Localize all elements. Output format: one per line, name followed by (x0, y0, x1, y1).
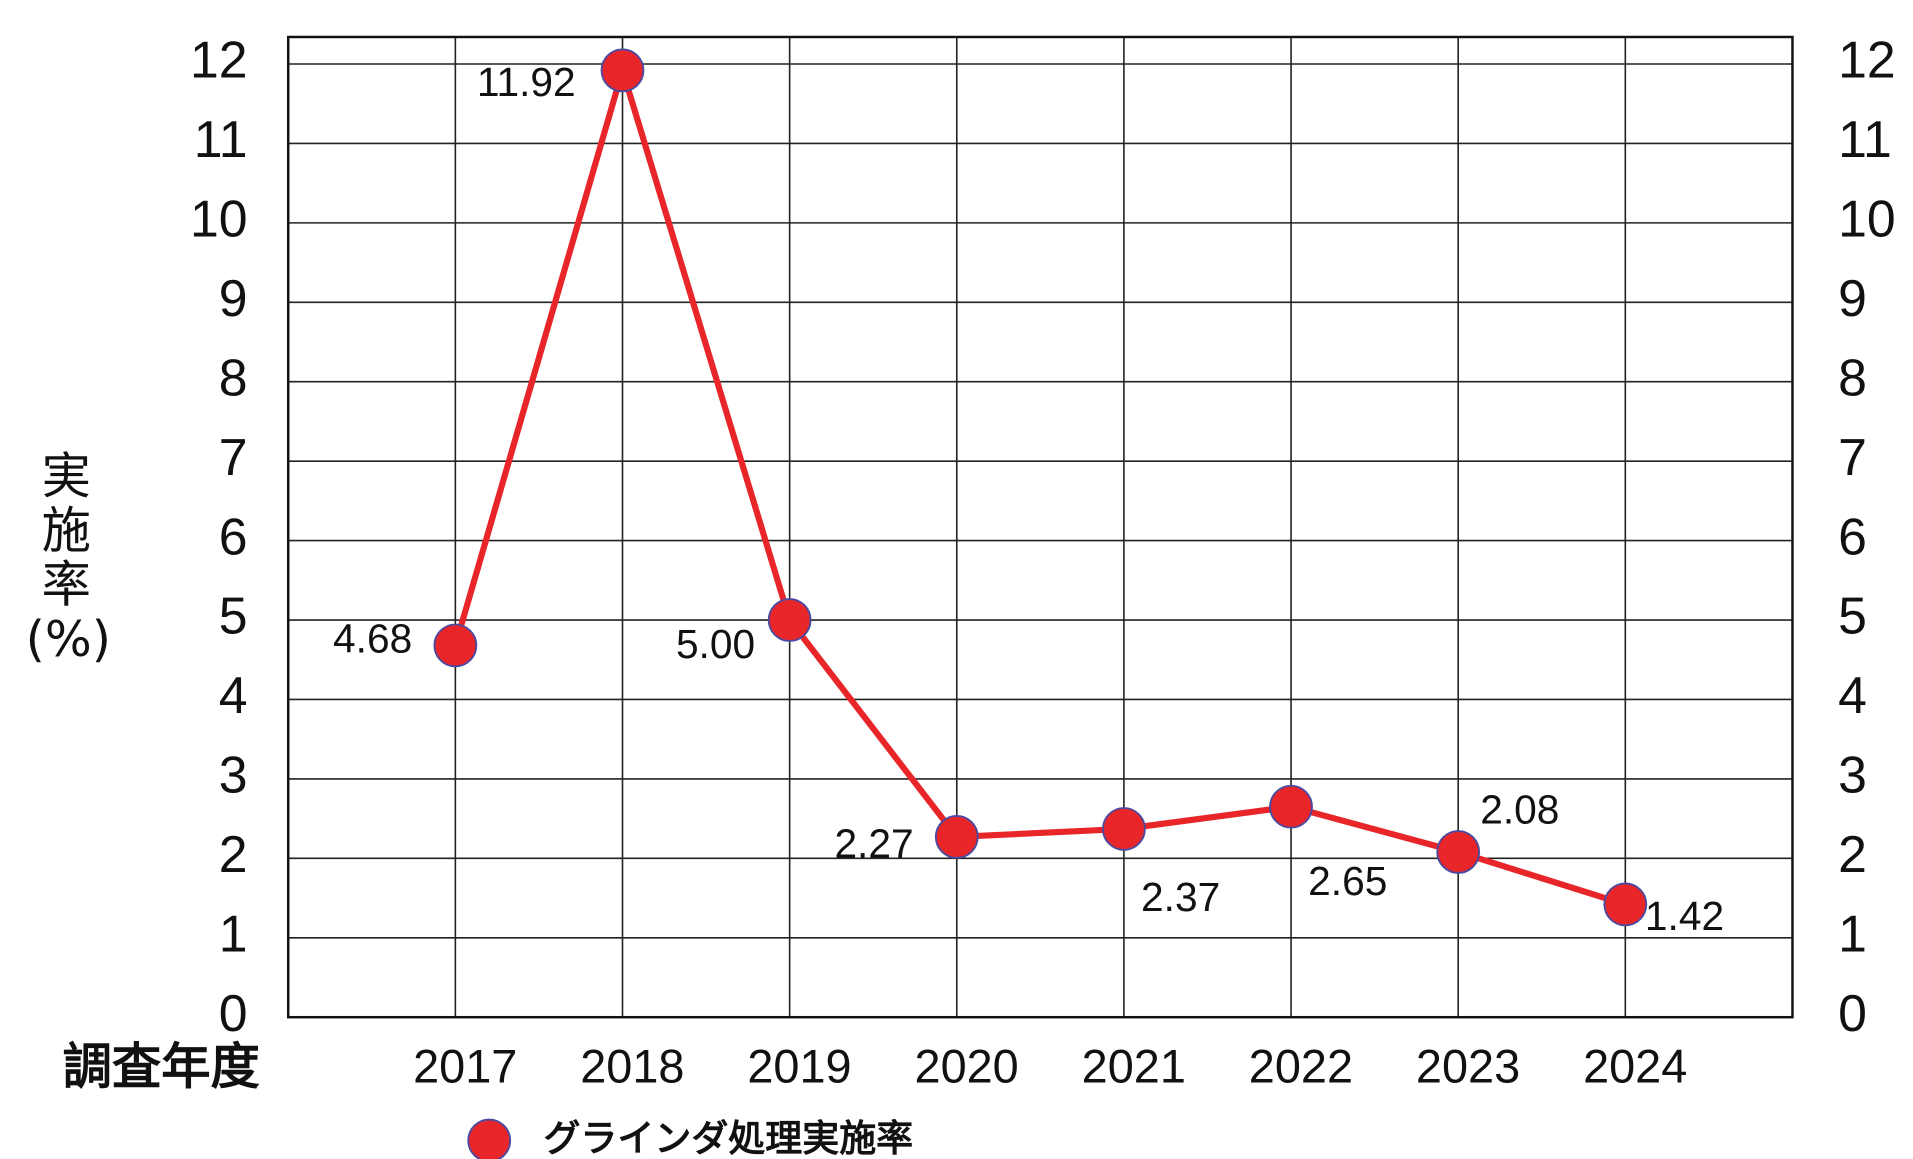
data-label: 5.00 (676, 621, 755, 667)
plot-frame (286, 35, 1794, 1019)
data-point (934, 815, 979, 859)
x-tick-label: 2020 (915, 1041, 1019, 1093)
x-tick-label: 2024 (1583, 1041, 1687, 1093)
y2-tick-label: 7 (1838, 428, 1867, 486)
series-line (452, 67, 1627, 908)
y2-tick-label: 10 (1838, 190, 1896, 248)
x-tick-label: 2017 (413, 1041, 517, 1093)
y2-tick-label: 4 (1838, 666, 1867, 724)
y-tick-label: 7 (219, 428, 248, 486)
y-tick-label: 6 (219, 507, 248, 565)
y-tick-label: 11 (194, 110, 248, 168)
data-label: 2.65 (1308, 858, 1387, 904)
data-label: 2.08 (1480, 786, 1559, 832)
x-tick-label: 2021 (1082, 1041, 1186, 1093)
y-tick-label: 5 (219, 587, 248, 645)
legend-label: グラインダ処理実施率 (543, 1117, 913, 1159)
y-axis-label-box: 実施率(%) (25, 450, 111, 669)
y2-tick-label: 3 (1838, 746, 1867, 804)
y2-tick-label: 6 (1838, 507, 1867, 565)
y2-tick-label: 9 (1838, 269, 1867, 327)
x-tick-label: 2018 (580, 1041, 684, 1093)
y-tick-label: 8 (219, 348, 248, 406)
y2-tick-label: 5 (1838, 587, 1867, 645)
y-tick-label: 12 (190, 31, 248, 89)
y-tick-label: 1 (219, 904, 248, 962)
data-point (600, 48, 645, 93)
data-label: 11.92 (477, 59, 576, 105)
data-label: 1.42 (1645, 893, 1724, 939)
data-label: 2.27 (834, 821, 913, 867)
y2-tick-label: 1 (1838, 904, 1867, 962)
y2-tick-label: 12 (1838, 31, 1896, 89)
x-axis-label: 調査年度 (63, 1038, 261, 1096)
data-point (433, 623, 478, 668)
x-tick-label: 2023 (1416, 1041, 1520, 1093)
y2-tick-label: 8 (1838, 348, 1867, 406)
x-tick-label: 2022 (1249, 1041, 1353, 1093)
data-point (767, 598, 812, 642)
y-axis-label: 実施率(%) (25, 450, 111, 669)
x-tick-label: 2019 (747, 1041, 851, 1093)
data-point (1436, 830, 1481, 874)
y2-tick-label: 0 (1838, 984, 1867, 1042)
y2-tick-label: 2 (1838, 825, 1867, 883)
y2-tick-label: 11 (1838, 110, 1892, 168)
data-point (1603, 882, 1648, 927)
y-tick-label: 0 (219, 984, 248, 1042)
y-tick-label: 4 (219, 666, 248, 724)
y-tick-label: 2 (219, 825, 248, 883)
y-tick-label: 3 (219, 746, 248, 804)
data-label: 4.68 (333, 616, 412, 662)
y-tick-label: 10 (190, 190, 248, 248)
data-point (1269, 784, 1313, 829)
data-label: 2.37 (1141, 874, 1220, 920)
legend-marker (467, 1118, 512, 1159)
data-point (1102, 807, 1146, 851)
y-tick-label: 9 (219, 269, 248, 327)
